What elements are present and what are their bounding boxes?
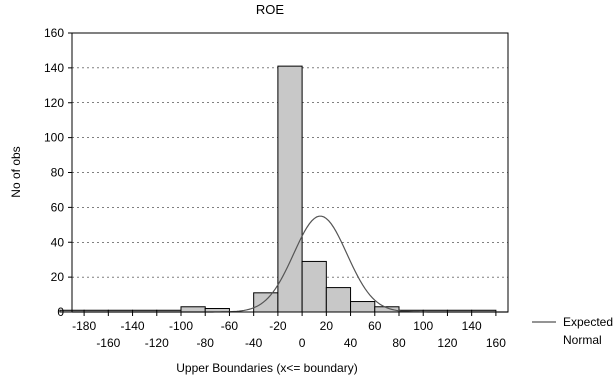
x-tick-label-upper: 20 [320,319,334,333]
legend-label-line1: Expected [563,315,613,329]
x-tick-label-upper: -20 [269,319,287,333]
histogram-bar [180,306,206,313]
histogram-bar [301,260,327,313]
y-tick-label: 140 [44,61,64,75]
x-tick-label-lower: 40 [344,336,358,350]
bars [59,65,497,313]
histogram-bar [277,65,303,313]
x-tick-label-lower: -160 [96,336,120,350]
y-tick-label: 120 [44,96,64,110]
x-tick-label-lower: 80 [392,336,406,350]
x-tick-label-lower: 160 [486,336,506,350]
x-tick-label-upper: -140 [121,319,145,333]
y-axis-label: No of obs [9,146,23,197]
x-tick-label-upper: 100 [413,319,433,333]
histogram-bar [253,292,279,313]
y-tick-label: 160 [44,26,64,40]
x-axis-label: Upper Boundaries (x<= boundary) [176,361,357,375]
y-tick-label: 80 [51,166,65,180]
x-tick-label-lower: -40 [245,336,263,350]
x-tick-label-lower: -120 [145,336,169,350]
legend: Expected Normal [532,315,613,347]
y-tick-label: 0 [57,305,64,319]
x-tick-label-lower: 0 [299,336,306,350]
x-tick-label-upper: -100 [169,319,193,333]
y-tick-label: 40 [51,235,65,249]
x-tick-label-lower: -80 [197,336,215,350]
histogram-bar [325,287,352,313]
y-tick-label: 100 [44,131,64,145]
x-tick-label-upper: 60 [368,319,382,333]
x-axis-ticks: -180 -140 -100 -60 -20 20 60 100 140 -160 -120 -80 -… [72,312,506,350]
x-tick-label-lower: 120 [437,336,457,350]
y-axis-ticks: 0 20 40 60 80 100 120 140 160 [44,26,72,319]
x-tick-label-upper: 140 [462,319,482,333]
legend-label-line2: Normal [563,333,602,347]
y-tick-label: 20 [51,270,65,284]
x-tick-label-upper: -60 [221,319,239,333]
x-tick-label-upper: -180 [72,319,96,333]
chart-title: ROE [256,2,285,17]
histogram-bar [350,301,376,313]
y-tick-label: 60 [51,200,65,214]
